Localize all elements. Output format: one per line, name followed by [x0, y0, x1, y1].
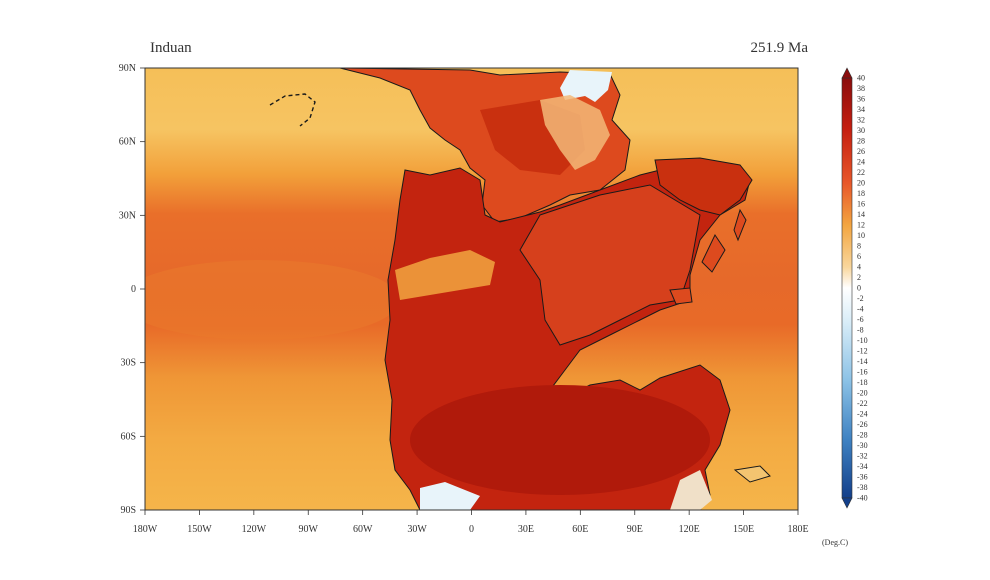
lon-tick-label: 150E: [733, 524, 754, 535]
colorbar-label: -8: [857, 326, 864, 335]
colorbar-label: -20: [857, 389, 868, 398]
south-cool-patch: [670, 470, 712, 510]
lon-tick-label: 60W: [353, 524, 373, 535]
colorbar-label: -28: [857, 431, 868, 440]
colorbar-label: 38: [857, 84, 865, 93]
colorbar-label: -16: [857, 368, 868, 377]
lon-tick-label: 150W: [187, 524, 212, 535]
colorbar-top-arrow: [841, 67, 853, 79]
colorbar-label: 16: [857, 200, 865, 209]
colorbar-unit: (Deg.C): [822, 538, 848, 547]
lon-tick-label: 30E: [518, 524, 534, 535]
colorbar-label: 26: [857, 147, 865, 156]
colorbar-label: -30: [857, 441, 868, 450]
lon-tick-label: 60E: [572, 524, 588, 535]
island-east-1: [701, 233, 726, 273]
lon-tick-label: 30W: [407, 524, 427, 535]
latitude-axis: 90N 60N 30N 0 30S 60S 90S: [119, 63, 145, 516]
colorbar-gradient: [841, 77, 853, 499]
lat-tick-label: 60N: [119, 137, 136, 148]
colorbar-label: -10: [857, 336, 868, 345]
colorbar-label: -40: [857, 494, 868, 503]
tethys-sea: [519, 184, 701, 346]
colorbar-label: 14: [857, 210, 865, 219]
colorbar-label: -22: [857, 399, 868, 408]
lon-tick-label: 90W: [299, 524, 319, 535]
colorbar-label: -34: [857, 462, 868, 471]
colorbar-label: 18: [857, 189, 865, 198]
antarctic-ice: [420, 482, 480, 510]
colorbar-label: 30: [857, 126, 865, 135]
right-title: 251.9 Ma: [751, 40, 809, 56]
colorbar-label: 4: [857, 263, 861, 272]
lon-tick-label: 180E: [787, 524, 808, 535]
lon-tick-label: 120W: [242, 524, 267, 535]
lon-tick-label: 180W: [133, 524, 158, 535]
colorbar-label: -26: [857, 420, 868, 429]
colorbar-label: 36: [857, 95, 865, 104]
laurasia-cool-highland: [540, 95, 610, 170]
lat-tick-label: 60S: [120, 431, 136, 442]
colorbar-label: 2: [857, 273, 861, 282]
colorbar-bottom-arrow: [841, 497, 853, 509]
colorbar: 4038363432302826242220181614121086420-2-…: [822, 67, 868, 547]
colorbar-label: -24: [857, 410, 868, 419]
colorbar-label: 28: [857, 137, 865, 146]
colorbar-label: -2: [857, 294, 864, 303]
island-east-2: [669, 287, 693, 305]
island-sw-1: [733, 465, 771, 483]
ocean-warm-band: [145, 260, 400, 340]
lon-tick-label: 90E: [627, 524, 643, 535]
colorbar-labels: 4038363432302826242220181614121086420-2-…: [857, 74, 868, 503]
island-east-3: [733, 208, 747, 242]
colorbar-label: -6: [857, 315, 864, 324]
colorbar-label: 12: [857, 221, 865, 230]
colorbar-label: -36: [857, 473, 868, 482]
temperature-map: [145, 68, 798, 510]
cimmeria-terrane: [654, 157, 753, 216]
lat-tick-label: 30N: [119, 210, 136, 221]
lon-tick-label: 120E: [679, 524, 700, 535]
colorbar-label: 22: [857, 168, 865, 177]
lon-tick-label: 0: [469, 524, 474, 535]
colorbar-label: -12: [857, 347, 868, 356]
colorbar-label: 10: [857, 231, 865, 240]
colorbar-label: -14: [857, 357, 868, 366]
equatorial-cool-patch: [395, 250, 495, 300]
colorbar-label: -4: [857, 305, 864, 314]
colorbar-label: -38: [857, 483, 868, 492]
left-title: Induan: [150, 40, 192, 56]
colorbar-label: 0: [857, 284, 861, 293]
colorbar-label: 34: [857, 105, 865, 114]
colorbar-label: 24: [857, 158, 865, 167]
colorbar-label: -32: [857, 452, 868, 461]
colorbar-label: 8: [857, 242, 861, 251]
colorbar-label: 6: [857, 252, 861, 261]
lat-tick-label: 0: [131, 284, 136, 295]
southern-hot-core: [410, 385, 710, 495]
arctic-ice: [560, 70, 612, 102]
lat-tick-label: 90N: [119, 63, 136, 74]
colorbar-label: -18: [857, 378, 868, 387]
colorbar-label: 20: [857, 179, 865, 188]
longitude-axis: 180W 150W 120W 90W 60W 30W 0 30E 60E 90E 120E 150E 1…: [133, 510, 809, 535]
lat-tick-label: 30S: [120, 358, 136, 369]
lat-tick-label: 90S: [120, 505, 136, 516]
islands-arctic: [269, 93, 316, 127]
colorbar-label: 40: [857, 74, 865, 83]
colorbar-label: 32: [857, 116, 865, 125]
